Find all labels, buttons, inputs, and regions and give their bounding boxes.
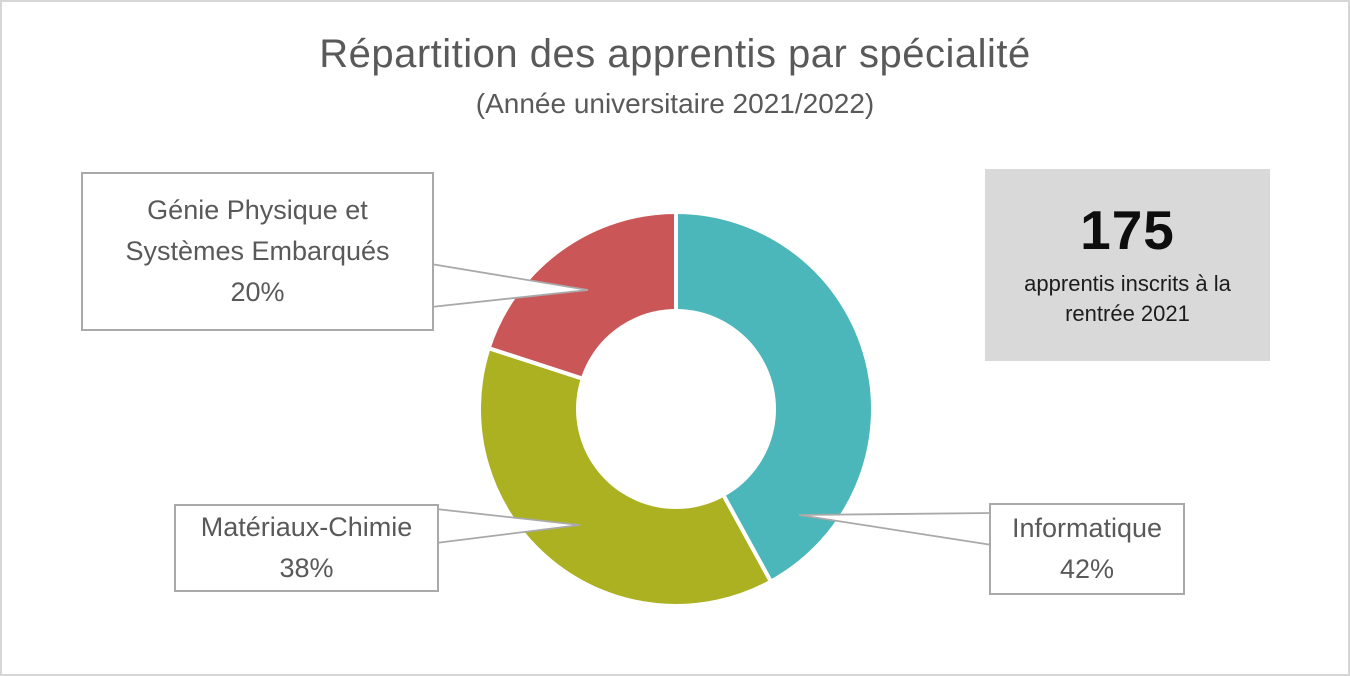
callout-pointer-informatique — [798, 512, 993, 546]
donut-hole — [576, 309, 776, 509]
callout-pointer-genie-physique — [430, 263, 589, 308]
callout-label-line: Génie Physique et — [147, 195, 368, 225]
page-title: Répartition des apprentis par spécialité — [319, 32, 1031, 76]
callout-informatique: Informatique 42% — [989, 503, 1185, 595]
callout-percentage: 42% — [1059, 554, 1115, 584]
donut-slice-materiaux-chimie — [477, 346, 773, 608]
stat-value: 175 — [1080, 199, 1175, 261]
callout-label-line: Systèmes Embarqués — [125, 236, 390, 266]
stat-caption-line: apprentis inscrits à la — [1024, 271, 1231, 296]
callout-percentage: 20% — [230, 277, 285, 307]
callout-label-line: Matériaux-Chimie — [200, 512, 413, 542]
stat-caption-line: rentrée 2021 — [1065, 301, 1190, 326]
callout-percentage: 38% — [279, 553, 334, 583]
donut-slice-informatique — [674, 210, 875, 584]
donut-slice-genie-physique — [486, 210, 678, 411]
callout-label-line: Informatique — [1011, 513, 1163, 543]
callout-materiaux-chimie: Matériaux-Chimie 38% — [174, 504, 439, 592]
callout-genie-physique: Génie Physique et Systèmes Embarqués 20% — [81, 172, 434, 331]
stat-box: 175 apprentis inscrits à la rentrée 2021 — [985, 169, 1270, 361]
callout-pointer-materiaux-chimie — [435, 508, 581, 544]
page-subtitle: (Année universitaire 2021/2022) — [475, 88, 875, 119]
